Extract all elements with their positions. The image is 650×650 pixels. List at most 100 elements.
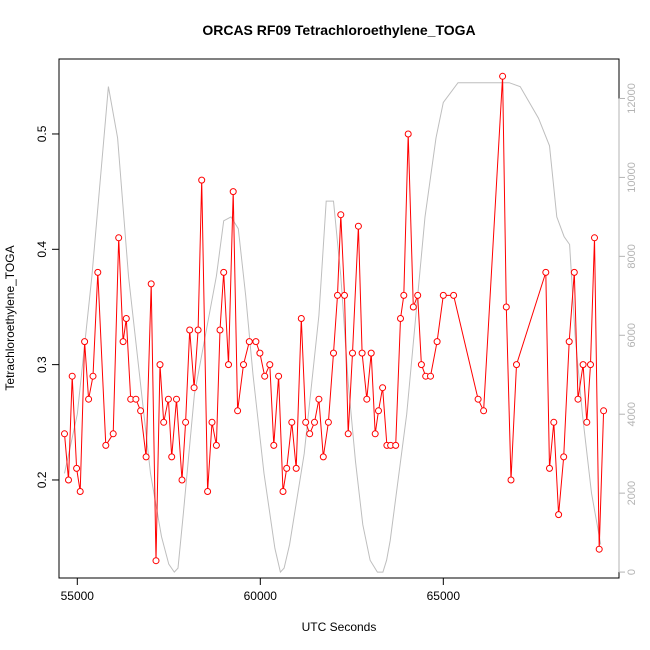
data-point bbox=[168, 453, 176, 461]
data-point bbox=[542, 268, 550, 276]
data-point bbox=[579, 361, 587, 369]
data-point bbox=[480, 407, 488, 415]
data-point bbox=[583, 418, 591, 426]
data-point bbox=[417, 361, 425, 369]
data-point bbox=[115, 234, 123, 242]
data-point bbox=[306, 430, 314, 438]
data-point bbox=[220, 268, 228, 276]
y2-tick-label: 2000 bbox=[626, 481, 638, 505]
data-point bbox=[190, 384, 198, 392]
data-point bbox=[76, 488, 84, 495]
altitude-series bbox=[64, 82, 602, 574]
data-point bbox=[367, 349, 375, 357]
data-point bbox=[279, 488, 287, 495]
data-point bbox=[565, 338, 573, 346]
plot-frame bbox=[58, 58, 620, 579]
data-point bbox=[363, 395, 371, 403]
data-point bbox=[341, 291, 348, 299]
data-point bbox=[570, 268, 578, 276]
data-point bbox=[252, 338, 260, 346]
data-point bbox=[65, 476, 72, 484]
data-point bbox=[194, 326, 202, 334]
data-point bbox=[507, 476, 515, 484]
data-point bbox=[266, 361, 274, 369]
y2-tick-label: 8000 bbox=[626, 244, 638, 268]
data-point bbox=[142, 453, 150, 461]
data-point bbox=[73, 464, 81, 472]
data-point bbox=[229, 188, 237, 196]
x-axis-label: UTC Seconds bbox=[302, 620, 377, 634]
data-point bbox=[225, 361, 232, 369]
data-point bbox=[414, 291, 422, 299]
data-point bbox=[433, 338, 441, 346]
data-point bbox=[349, 349, 356, 357]
data-point bbox=[400, 291, 408, 299]
data-point bbox=[337, 211, 345, 219]
y2-tick-label: 0 bbox=[626, 569, 638, 575]
chart-title: ORCAS RF09 Tetrachloroethylene_TOGA bbox=[202, 22, 475, 38]
data-point bbox=[450, 291, 458, 299]
data-point bbox=[156, 361, 164, 369]
data-point bbox=[375, 407, 382, 415]
data-point bbox=[68, 372, 76, 380]
y2-tick-label: 10000 bbox=[626, 162, 638, 193]
data-point bbox=[427, 372, 434, 380]
data-point bbox=[132, 395, 140, 403]
data-point bbox=[283, 464, 291, 472]
y-tick-label: 0.4 bbox=[35, 241, 49, 258]
data-point bbox=[152, 557, 160, 565]
y-tick-label: 0.5 bbox=[35, 125, 49, 142]
data-point bbox=[173, 395, 180, 403]
data-point bbox=[474, 395, 482, 403]
data-point bbox=[574, 395, 582, 403]
data-point bbox=[292, 464, 300, 472]
data-point bbox=[178, 476, 186, 484]
data-point bbox=[240, 361, 247, 369]
data-point bbox=[137, 407, 145, 415]
data-point bbox=[212, 441, 220, 449]
data-point bbox=[379, 384, 387, 392]
data-point bbox=[324, 418, 332, 426]
data-point bbox=[198, 176, 206, 184]
y2-tick-label: 12000 bbox=[626, 83, 638, 114]
data-point bbox=[270, 441, 278, 449]
data-point bbox=[600, 407, 608, 415]
data-point bbox=[595, 545, 603, 553]
data-point bbox=[546, 464, 553, 472]
data-point bbox=[256, 349, 264, 357]
data-point bbox=[358, 349, 366, 357]
data-point bbox=[392, 441, 400, 449]
data-point bbox=[297, 315, 305, 322]
x-axis: 55000 60000 65000 bbox=[61, 577, 460, 603]
data-point bbox=[94, 268, 102, 276]
data-point bbox=[344, 430, 352, 438]
data-point bbox=[302, 418, 310, 426]
data-point bbox=[371, 430, 379, 438]
data-point bbox=[89, 372, 97, 380]
data-point bbox=[186, 326, 194, 334]
y-axis-label: Tetrachloroethylene_TOGA bbox=[3, 245, 17, 390]
data-point bbox=[330, 349, 337, 357]
data-point bbox=[216, 326, 224, 334]
data-point bbox=[587, 361, 594, 369]
x-tick-label: 60000 bbox=[244, 589, 278, 603]
data-point bbox=[513, 361, 520, 369]
data-point bbox=[261, 372, 269, 380]
data-point bbox=[85, 395, 93, 403]
data-point bbox=[439, 291, 447, 299]
data-point bbox=[182, 418, 190, 426]
data-point bbox=[560, 453, 568, 461]
data-point bbox=[311, 418, 318, 426]
x-tick-label: 55000 bbox=[61, 589, 95, 603]
data-point bbox=[502, 303, 510, 311]
data-point bbox=[147, 280, 155, 288]
data-point bbox=[550, 418, 558, 426]
y-tick-label: 0.3 bbox=[35, 356, 49, 373]
data-point bbox=[119, 338, 127, 346]
tetrachloroethylene-series bbox=[61, 72, 608, 565]
data-point bbox=[319, 453, 327, 461]
data-point bbox=[591, 234, 598, 242]
data-point bbox=[354, 222, 362, 230]
altitude-line bbox=[64, 82, 602, 574]
